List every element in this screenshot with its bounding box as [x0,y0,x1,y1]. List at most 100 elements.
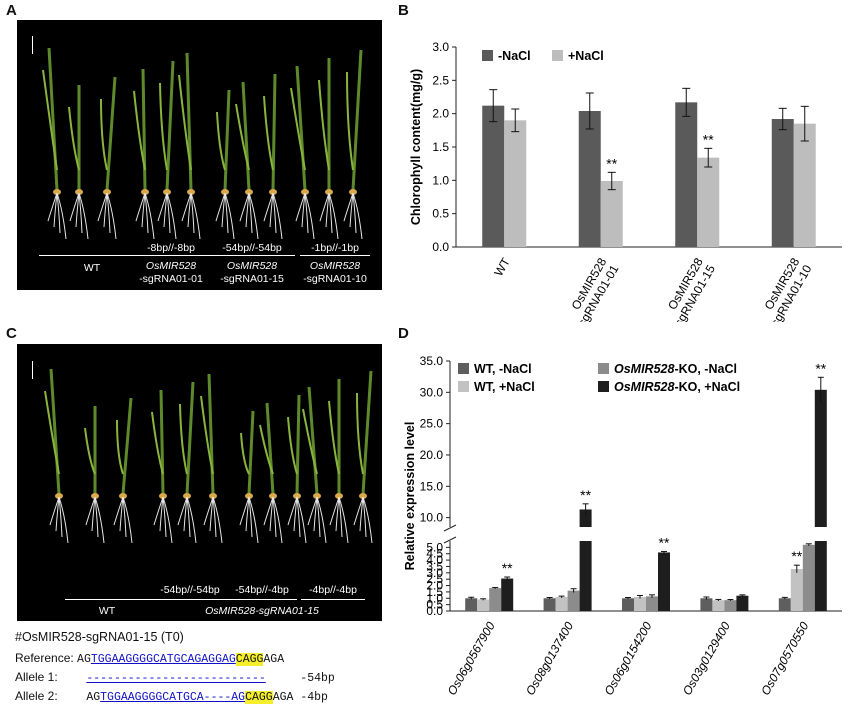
allele-1-sequence: -------------------------- -54bp [86,672,334,685]
a-root [239,192,250,222]
c-leaf [287,416,298,475]
scale-bar-a [32,36,33,54]
a-root [103,192,108,228]
a-root [325,192,330,228]
x-tick-label: Os06g0154200 [601,619,654,697]
a-leaf [235,103,250,171]
a-root [352,192,357,234]
legend-swatch [482,50,493,61]
a-seed [53,189,61,195]
legend-swatch [598,381,609,392]
bar [578,111,601,247]
x-tick-label-line1: WT [491,255,513,279]
a-seedling [318,58,339,240]
a-leaf [241,81,251,191]
group-line-3-c [301,599,365,600]
a-root [106,192,117,240]
c-root [186,496,197,544]
panel-letter-b: B [398,2,409,19]
y-tick-label: 35.0 [420,354,444,368]
significance-mark: ** [580,487,591,503]
y-tick-label: 5.0 [426,540,443,554]
genotype-label-wt-a: WT [83,262,101,274]
a-seed [221,189,229,195]
a-root [272,192,283,240]
line-label-1b-a: -sgRNA01-01 [139,273,203,285]
a-leaf [100,98,108,171]
genotype-label-3-a: -1bp//-1bp [311,242,359,254]
genotype-label-wt-c: WT [98,605,116,617]
line-label-2b-a: -sgRNA01-15 [220,273,284,285]
allele-2-note: -4bp [300,691,328,704]
a-leaf [47,47,59,191]
bar [675,102,698,247]
bar [482,105,505,248]
a-leaf [271,73,277,191]
a-root [106,192,111,234]
a-leaf [159,82,168,171]
bar [778,598,791,611]
legend-label: WT, -NaCl [474,362,532,376]
y-tick-label: 1.0 [432,173,449,187]
a-root [269,192,274,228]
a-root [349,192,354,228]
sequence-title: #OsMIR528-sgRNA01-15 (T0) [15,630,184,644]
c-root [162,496,167,538]
c-leaf [240,432,250,475]
c-leaf [328,400,340,475]
a-root [187,192,192,228]
c-root [362,496,367,538]
c-root [94,496,99,538]
c-seedling [328,379,349,544]
y-tick-label: 0.0 [432,240,449,254]
line-label-3b-a: -sgRNA01-10 [303,273,367,285]
c-seedling [151,389,173,544]
legend-label-italic: OsMIR528 [614,380,674,394]
a-leaf [295,65,307,191]
c-root [248,496,253,538]
genotype-label-2-c: -54bp//-4bp [235,584,289,596]
a-root [144,192,149,234]
y-tick-label: 2.5 [432,73,449,87]
a-root [69,192,80,222]
a-leaf [318,79,330,171]
allele-1-gap: -------------------------- [86,672,266,685]
x-tick-label: OsMIR528-sgRNA01-15 [657,255,718,322]
y-tick-label: 0.5 [426,598,443,612]
bar [465,598,478,611]
ref-target: TGGAAGGGGCATGCAGAGGAG [90,653,236,666]
c-root [209,496,214,532]
bar [501,578,514,611]
a-leaf [223,89,231,191]
y-tick-label: 3.0 [432,40,449,54]
allele-1-row: Allele 1: -------------------------- -54… [15,670,335,685]
c-leaf [259,424,274,475]
c-seed [335,493,343,499]
c-root [162,496,173,544]
a-root [272,192,277,234]
y-tick-label: 0.0 [426,604,443,618]
c-root [329,496,340,526]
a-leaf [133,90,146,171]
legend-label: +NaCl [568,49,604,63]
a-seedling [97,76,117,240]
bar [700,598,713,611]
significance-mark: ** [815,360,826,376]
a-leaf [216,111,226,171]
legend-label: OsMIR528-KO, -NaCl [614,362,737,376]
c-root [272,496,277,538]
axis-break-mark [443,536,457,544]
y-tick-label: 4.5 [426,547,443,561]
c-root [186,496,191,538]
c-seed [313,493,321,499]
bar [646,596,658,611]
expression-chart: 0.00.51.01.52.02.53.03.54.04.55.0 10.0 15.… [403,354,842,698]
c-root [55,496,60,532]
a-root [47,192,58,222]
c-root [316,496,327,544]
a-root [163,192,168,228]
a-seedling [343,49,363,240]
significance-mark: ** [502,560,513,576]
c-root [177,496,188,526]
legend-label-rest: -KO, -NaCl [674,362,737,376]
